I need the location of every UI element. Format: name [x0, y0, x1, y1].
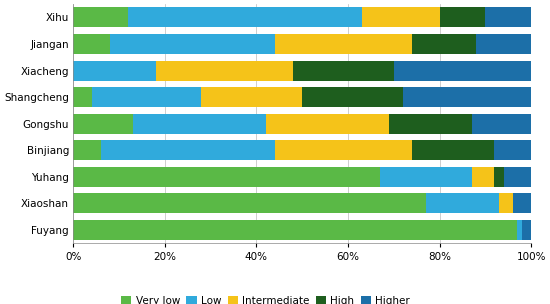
Bar [201, 87, 302, 107]
Bar [499, 193, 513, 213]
Bar [518, 220, 522, 240]
Bar [266, 114, 389, 134]
Bar [504, 167, 531, 187]
Bar [471, 114, 531, 134]
Bar [274, 34, 412, 54]
Bar [426, 193, 499, 213]
Legend: Very low, Low, Intermediate, High, Higher: Very low, Low, Intermediate, High, Highe… [117, 292, 414, 304]
Bar [110, 34, 274, 54]
Bar [73, 8, 128, 27]
Bar [380, 167, 471, 187]
Bar [362, 8, 439, 27]
Bar [389, 114, 471, 134]
Bar [73, 193, 426, 213]
Bar [73, 140, 101, 160]
Bar [494, 167, 504, 187]
Bar [73, 114, 133, 134]
Bar [156, 60, 293, 81]
Bar [128, 8, 362, 27]
Bar [412, 34, 476, 54]
Bar [73, 87, 91, 107]
Bar [485, 8, 531, 27]
Bar [403, 87, 531, 107]
Bar [73, 167, 380, 187]
Bar [394, 60, 531, 81]
Bar [91, 87, 201, 107]
Bar [101, 140, 274, 160]
Bar [522, 220, 531, 240]
Bar [412, 140, 494, 160]
Bar [513, 193, 531, 213]
Bar [471, 167, 494, 187]
Bar [293, 60, 394, 81]
Bar [302, 87, 403, 107]
Bar [439, 8, 485, 27]
Bar [494, 140, 531, 160]
Bar [73, 34, 110, 54]
Bar [476, 34, 531, 54]
Bar [73, 60, 156, 81]
Bar [133, 114, 266, 134]
Bar [274, 140, 412, 160]
Bar [73, 220, 518, 240]
